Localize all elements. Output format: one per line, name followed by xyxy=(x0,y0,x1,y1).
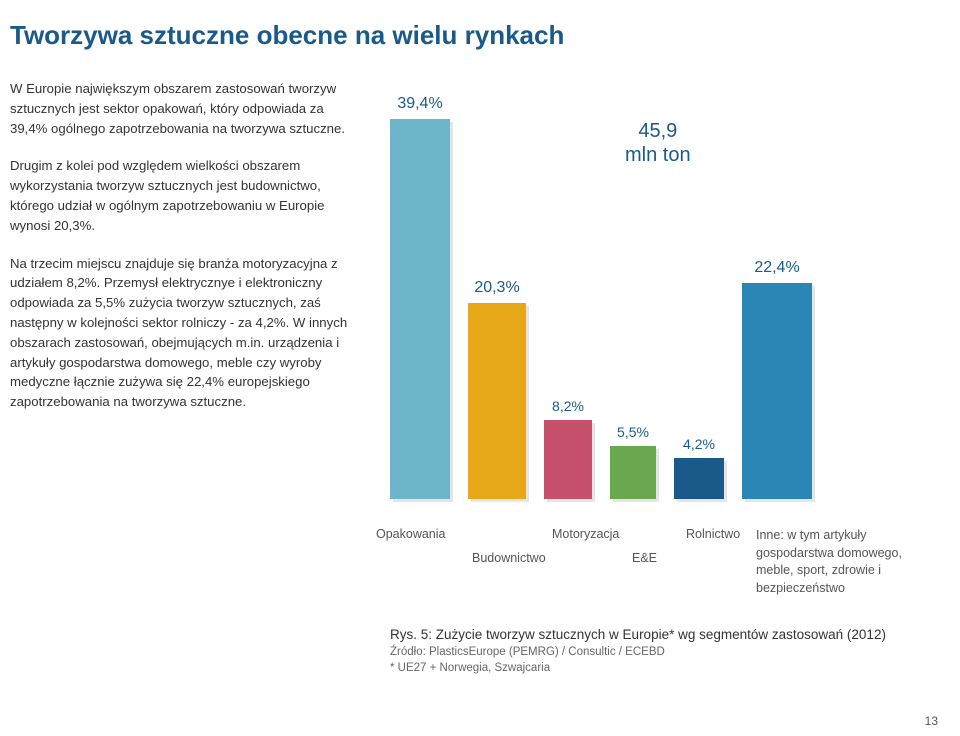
bar-group: 22,4% xyxy=(742,259,812,499)
bar xyxy=(544,420,592,499)
bar-value-label: 20,3% xyxy=(474,279,519,297)
chart-axis-label: Motoryzacja xyxy=(552,527,619,541)
bar-value-label: 5,5% xyxy=(617,424,649,440)
bar xyxy=(390,119,450,499)
chart-labels-row: OpakowaniaBudownictwoMotoryzacjaE&ERolni… xyxy=(390,519,930,609)
bar-group: 39,4% xyxy=(390,95,450,499)
bar xyxy=(468,303,526,499)
chart-column: 45,9 mln ton 39,4%20,3%8,2%5,5%4,2%22,4%… xyxy=(380,79,930,609)
text-column: W Europie największym obszarem zastosowa… xyxy=(10,79,350,609)
page-title: Tworzywa sztuczne obecne na wielu rynkac… xyxy=(10,20,930,51)
chart-axis-label: Inne: w tym artykuły gospodarstwa domowe… xyxy=(756,527,911,597)
bar-group: 20,3% xyxy=(468,279,526,499)
chart-axis-label: E&E xyxy=(632,551,657,565)
bar xyxy=(674,458,724,499)
bar xyxy=(610,446,656,499)
chart-axis-label: Opakowania xyxy=(376,527,446,541)
chart-caption: Rys. 5: Zużycie tworzyw sztucznych w Eur… xyxy=(390,627,930,676)
paragraph-3: Na trzecim miejscu znajduje się branża m… xyxy=(10,254,350,412)
caption-source-1: Źródło: PlasticsEurope (PEMRG) / Consult… xyxy=(390,644,930,660)
paragraph-2: Drugim z kolei pod względem wielkości ob… xyxy=(10,156,350,235)
bar-chart: 39,4% 20,3% 8,2% 5,5% 4,2% 22,4% xyxy=(390,79,930,519)
bar-value-label: 22,4% xyxy=(754,259,799,277)
bar-group: 8,2% xyxy=(544,398,592,499)
caption-title: Rys. 5: Zużycie tworzyw sztucznych w Eur… xyxy=(390,627,930,642)
chart-axis-label: Rolnictwo xyxy=(686,527,740,541)
paragraph-1: W Europie największym obszarem zastosowa… xyxy=(10,79,350,138)
bar-group: 4,2% xyxy=(674,436,724,499)
chart-axis-label: Budownictwo xyxy=(472,551,546,565)
content-row: W Europie największym obszarem zastosowa… xyxy=(10,79,930,609)
bar-value-label: 39,4% xyxy=(397,95,442,113)
bar-value-label: 4,2% xyxy=(683,436,715,452)
bar xyxy=(742,283,812,499)
caption-source-2: * UE27 + Norwegia, Szwajcaria xyxy=(390,660,930,676)
bar-value-label: 8,2% xyxy=(552,398,584,414)
bar-group: 5,5% xyxy=(610,424,656,499)
page-number: 13 xyxy=(925,714,938,728)
